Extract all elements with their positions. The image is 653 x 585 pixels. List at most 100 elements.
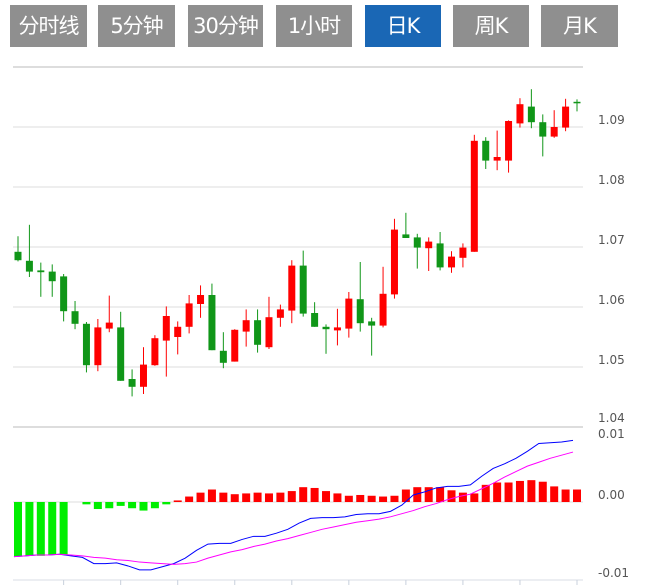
candle-down [14, 251, 22, 261]
price-axis-label: 1.07 [598, 233, 625, 247]
candle-down [322, 326, 330, 330]
candle-up [94, 327, 102, 366]
tab-4[interactable]: 日K [365, 5, 441, 47]
macd-bar-negative [162, 502, 171, 505]
candle-down [219, 350, 227, 363]
candle-up [562, 106, 570, 128]
candle-up [345, 298, 353, 329]
macd-bar-negative [25, 502, 34, 556]
macd-bar-positive [264, 493, 273, 502]
candle-down [356, 299, 364, 324]
candle-up [448, 256, 456, 268]
macd-bar-negative [48, 502, 57, 556]
macd-bar-positive [185, 496, 194, 502]
macd-bar-positive [413, 487, 422, 502]
candle-up [151, 338, 159, 366]
candle-up [333, 327, 341, 331]
macd-bar-positive [230, 494, 239, 502]
tab-1[interactable]: 5分钟 [98, 5, 175, 47]
macd-line-dea [13, 451, 574, 565]
candle-up [550, 127, 558, 137]
macd-line-dif [13, 439, 574, 571]
macd-bar-negative [150, 502, 159, 509]
candle-up [139, 364, 147, 387]
macd-axis-label: 0.00 [598, 488, 625, 502]
macd-bar-positive [356, 494, 365, 502]
candle-down [37, 270, 45, 273]
price-axis-label: 1.05 [598, 353, 625, 367]
candle-up [276, 309, 284, 318]
macd-bar-positive [253, 492, 262, 502]
macd-bar-negative [105, 502, 114, 509]
macd-bar-negative [14, 502, 22, 557]
candle-down [25, 260, 33, 272]
candle-up [288, 265, 296, 311]
candle-down [71, 311, 79, 324]
tab-2[interactable]: 30分钟 [188, 5, 263, 47]
tab-5[interactable]: 周K [453, 5, 529, 47]
candle-up [242, 320, 250, 332]
macd-bar-positive [367, 495, 376, 502]
macd-bar-positive [379, 496, 388, 502]
candle-down [82, 323, 90, 366]
macd-bar-positive [219, 492, 228, 502]
macd-bar-negative [139, 502, 148, 511]
candle-down [299, 265, 307, 314]
macd-bar-positive [424, 487, 433, 502]
candle-up [174, 326, 182, 337]
candle-down [128, 379, 136, 387]
candle-up [379, 293, 387, 326]
macd-axis-label: 0.01 [598, 427, 625, 441]
candle-down [117, 327, 125, 381]
macd-bar-positive [287, 491, 296, 502]
macd-bar-negative [128, 502, 137, 509]
candle-up [265, 317, 273, 348]
macd-bar-positive [550, 486, 559, 502]
macd-bar-negative [93, 502, 102, 510]
macd-bar-negative [59, 502, 68, 556]
candle-up [470, 140, 478, 252]
period-tabs: 分时线 5分钟 30分钟 1小时 日K 周K 月K [0, 5, 653, 47]
macd-bar-positive [493, 482, 502, 502]
tab-6[interactable]: 月K [541, 5, 618, 47]
candle-down [527, 106, 535, 123]
macd-bar-positive [196, 492, 205, 502]
macd-bar-positive [401, 489, 410, 502]
macd-bar-positive [242, 493, 251, 502]
candle-up [197, 295, 205, 304]
candle-down [208, 295, 216, 351]
macd-bar-positive [504, 482, 513, 502]
candle-down [60, 276, 68, 312]
macd-bar-positive [322, 491, 331, 502]
macd-bar-negative [36, 502, 45, 556]
tab-0[interactable]: 分时线 [10, 5, 87, 47]
macd-bar-positive [299, 487, 308, 502]
macd-bar-positive [173, 500, 182, 502]
price-axis-label: 1.06 [598, 293, 625, 307]
candle-down [413, 237, 421, 248]
tab-3[interactable]: 1小时 [276, 5, 352, 47]
macd-bar-positive [436, 487, 445, 502]
macd-bar-negative [116, 502, 125, 506]
price-axis-label: 1.09 [598, 113, 625, 127]
macd-bar-positive [538, 481, 547, 502]
macd-bar-positive [447, 490, 456, 502]
macd-bar-positive [527, 480, 536, 502]
candle-up [390, 229, 398, 295]
macd-bar-positive [390, 495, 399, 502]
macd-bar-positive [276, 492, 285, 502]
macd-bar-positive [344, 495, 353, 502]
macd-bar-negative [82, 502, 91, 505]
candle-down [573, 101, 581, 104]
macd-bar-positive [561, 489, 570, 502]
macd-bar-positive [458, 492, 467, 502]
candle-down [482, 140, 490, 161]
candle-down [311, 313, 319, 327]
candle-down [539, 122, 547, 137]
price-axis-label: 1.04 [598, 411, 625, 425]
candle-up [493, 157, 501, 161]
macd-bar-positive [573, 489, 581, 502]
macd-bar-positive [310, 487, 319, 502]
macd-bar-positive [470, 493, 479, 502]
